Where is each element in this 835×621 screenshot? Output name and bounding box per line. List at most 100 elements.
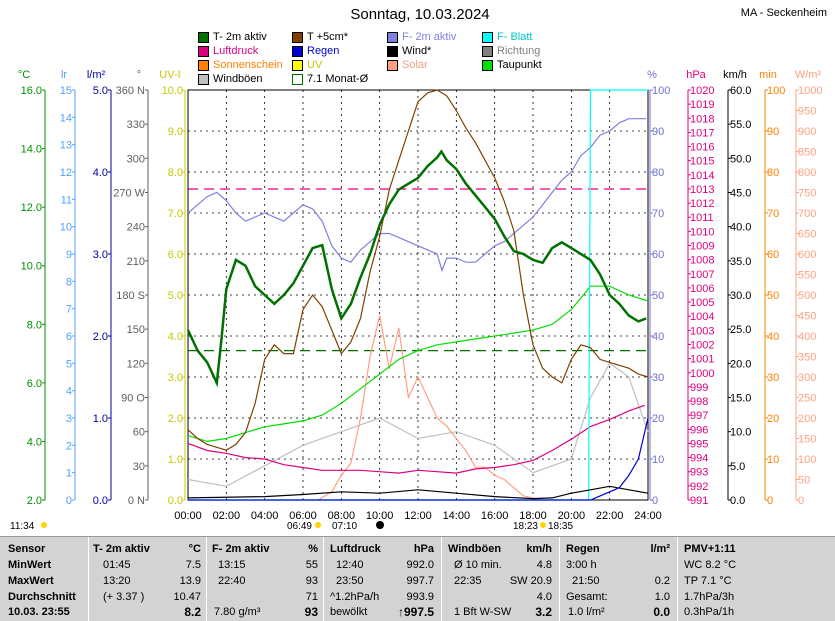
uv-tick-label: 9.0 xyxy=(168,126,183,138)
uv-tick-label: 3.0 xyxy=(168,372,183,384)
series-lines xyxy=(186,89,649,501)
legend-item-wind: Wind* xyxy=(387,45,431,57)
rain-tick-label: 0.0 xyxy=(93,495,108,507)
sun-markers: 11:34 06:49 07:10 18:23 18:35 xyxy=(10,521,573,532)
press-tick-label: 1011 xyxy=(690,212,714,224)
dir-tick-label: 270 W xyxy=(113,188,145,200)
temp-tick-label: 2.0 xyxy=(27,495,42,507)
uv-tick-label: 6.0 xyxy=(168,249,183,261)
press-tick-label: 1013 xyxy=(690,184,714,196)
press-tick-label: 994 xyxy=(690,453,708,465)
press-tick-label: 1019 xyxy=(690,99,714,111)
lr-tick-label: 13 xyxy=(60,140,72,152)
row-label: 10.03. 23:55 xyxy=(8,606,70,618)
rain-axis-header: l/m² xyxy=(87,69,106,81)
press-tick-label: 1012 xyxy=(690,198,714,210)
solar-tick-label: 950 xyxy=(798,106,816,118)
x-tick-label: 06:00 xyxy=(289,510,317,522)
lr-tick-label: 10 xyxy=(60,222,72,234)
lr-tick-label: 7 xyxy=(66,304,72,316)
min-tick-label: 20 xyxy=(767,413,779,425)
lr-tick-label: 6 xyxy=(66,331,72,343)
series-t-5cm- xyxy=(187,89,649,451)
min-tick-label: 10 xyxy=(767,454,779,466)
solar-tick-label: 300 xyxy=(798,372,816,384)
lr-tick-label: 2 xyxy=(66,440,72,452)
temp-tick-label: 12.0 xyxy=(21,202,42,214)
solar-tick-label: 650 xyxy=(798,229,816,241)
uv-tick-label: 4.0 xyxy=(168,331,183,343)
x-tick-label: 00:00 xyxy=(174,510,202,522)
wind-tick-label: 55.0 xyxy=(730,119,751,131)
press-tick-label: 1010 xyxy=(690,226,714,238)
legend-item-dewpoint: Taupunkt xyxy=(482,59,542,71)
press-tick-label: 1000 xyxy=(690,368,714,380)
stats-pressure-col: Luftdruck hPa 12:40 992.0 23:50 997.7 ^1.2h… xyxy=(330,543,434,619)
press-tick-label: 999 xyxy=(690,382,708,394)
press-tick-label: 1014 xyxy=(690,170,714,182)
temp-axis-header: °C xyxy=(18,69,30,81)
lr-tick-label: 1 xyxy=(66,468,72,480)
wind-tick-label: 35.0 xyxy=(730,256,751,268)
press-tick-label: 1003 xyxy=(690,325,714,337)
solar-tick-label: 900 xyxy=(798,126,816,138)
hum-axis-header: % xyxy=(647,69,657,81)
min-tick-label: 80 xyxy=(767,167,779,179)
legend-item-uv: UV xyxy=(292,59,322,71)
now-marker xyxy=(41,522,47,528)
series-t-2m-aktiv xyxy=(186,149,647,388)
legend-item-pressure: Luftdruck xyxy=(198,45,258,57)
statistics-panel: Sensor MinWert MaxWert Durchschnitt 10.0… xyxy=(0,536,835,621)
solar-tick-label: 250 xyxy=(798,393,816,405)
row-label: MaxWert xyxy=(8,575,54,587)
lr-tick-label: 12 xyxy=(60,167,72,179)
lr-tick-label: 0 xyxy=(66,495,72,507)
x-tick-label: 10:00 xyxy=(366,510,394,522)
hum-tick-label: 0 xyxy=(652,495,658,507)
uv-axis-header: UV-I xyxy=(159,69,180,81)
row-label: MinWert xyxy=(8,559,52,571)
stats-sensor-col: Sensor MinWert MaxWert Durchschnitt 10.0… xyxy=(8,537,88,621)
wind-tick-label: 0.0 xyxy=(730,495,745,507)
uv-tick-label: 0.0 xyxy=(168,495,183,507)
press-tick-label: 1004 xyxy=(690,311,714,323)
dir-tick-label: 90 O xyxy=(121,393,145,405)
press-tick-label: 992 xyxy=(690,481,708,493)
uv-tick-label: 7.0 xyxy=(168,208,183,220)
lr-axis-header: lr xyxy=(61,69,67,81)
uv-tick-label: 8.0 xyxy=(168,167,183,179)
stats-humidity-col: F- 2m aktiv% 13:15 55 22:40 93 71 7.80 g/m… xyxy=(212,543,318,619)
press-tick-label: 998 xyxy=(690,396,708,408)
x-tick-label: 20:00 xyxy=(558,510,586,522)
row-label: Durchschnitt xyxy=(8,591,76,603)
hum-tick-label: 10 xyxy=(652,454,664,466)
temp-tick-label: 6.0 xyxy=(27,378,42,390)
series-solar xyxy=(317,315,540,501)
legend-item-temp5cm: T +5cm* xyxy=(292,31,348,43)
legend-item-sunshine: Sonnenschein xyxy=(198,59,283,71)
legend-item-direction: Richtung xyxy=(482,45,540,57)
dir-tick-label: 0 N xyxy=(128,495,145,507)
press-tick-label: 1017 xyxy=(690,127,714,139)
solar-tick-label: 800 xyxy=(798,167,816,179)
solar-tick-label: 350 xyxy=(798,352,816,364)
dir-tick-label: 330 xyxy=(127,119,145,131)
dir-tick-label: 180 S xyxy=(116,290,145,302)
legend-item-leaf: F- Blatt xyxy=(482,31,532,43)
press-tick-label: 1006 xyxy=(690,283,714,295)
min-tick-label: 90 xyxy=(767,126,779,138)
min-tick-label: 50 xyxy=(767,290,779,302)
dir-tick-label: 60 xyxy=(133,427,145,439)
temp-tick-label: 8.0 xyxy=(27,319,42,331)
hum-tick-label: 40 xyxy=(652,331,664,343)
series-f-2m-aktiv xyxy=(187,118,647,273)
wind-tick-label: 25.0 xyxy=(730,324,751,336)
min-tick-label: 60 xyxy=(767,249,779,261)
solar-axis-header: W/m² xyxy=(795,69,822,81)
press-tick-label: 1008 xyxy=(690,255,714,267)
sunset-label: 18:23 xyxy=(513,521,538,532)
lr-tick-label: 14 xyxy=(60,112,72,124)
sunrise-marker xyxy=(315,522,321,528)
solar-tick-label: 50 xyxy=(798,475,810,487)
solar-tick-label: 500 xyxy=(798,290,816,302)
